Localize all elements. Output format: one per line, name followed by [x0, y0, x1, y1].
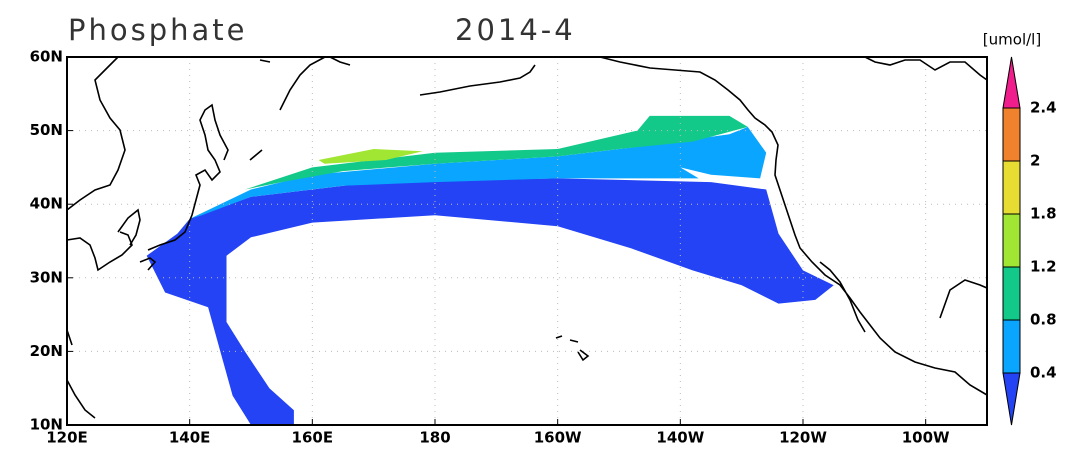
- date: 2014-4: [455, 13, 576, 47]
- field-region: [244, 115, 748, 190]
- colorbar-label: 1.8: [1030, 205, 1057, 223]
- map-frame: [66, 56, 988, 426]
- colorbar: 0.4 0.8 1.2 1.8 2 2.4: [1002, 56, 1057, 426]
- field-region: [189, 126, 767, 219]
- colorbar-arrow: [1002, 372, 1021, 426]
- colorbar-segment: [1002, 319, 1021, 374]
- unit: [umol/l]: [983, 31, 1041, 49]
- colorbar-segment: [1002, 213, 1021, 268]
- colorbar-label: 1.2: [1030, 258, 1057, 276]
- colorbar-label: 0.4: [1030, 364, 1057, 382]
- kamchatka-coast: [249, 56, 326, 161]
- lat-label: 20N: [30, 342, 63, 360]
- lon-label: 100W: [902, 429, 950, 447]
- lat-label: 10N: [30, 416, 63, 434]
- colorbar-label: 0.8: [1030, 311, 1057, 329]
- field-region: [146, 178, 834, 425]
- colorbar-segment: [1002, 107, 1021, 162]
- coastlines: [66, 56, 988, 419]
- lat-label: 30N: [30, 268, 63, 286]
- title: Phosphate: [68, 13, 248, 47]
- colorbar-segment: [1002, 160, 1021, 215]
- north-america-coast: [599, 56, 988, 396]
- asia-coast: [66, 56, 133, 419]
- lon-label: 160W: [534, 429, 582, 447]
- colorbar-label: 2.4: [1030, 99, 1057, 117]
- korea-coast: [117, 208, 141, 246]
- lat-label: 50N: [30, 121, 63, 139]
- lon-label: 160E: [292, 429, 334, 447]
- lon-label: 140E: [169, 429, 211, 447]
- lat-label: 60N: [30, 48, 63, 66]
- colorbar-arrow: [1002, 56, 1021, 109]
- colorbar-segment: [1002, 266, 1021, 321]
- japan-coast: [139, 103, 229, 271]
- field-region: [318, 149, 423, 164]
- aleutians: [329, 56, 536, 96]
- grid: [67, 57, 987, 425]
- lon-label: 180: [419, 429, 450, 447]
- lat-label: 40N: [30, 195, 63, 213]
- phosphate-field: [146, 115, 834, 425]
- lon-label: 120W: [779, 429, 827, 447]
- colorbar-label: 2: [1030, 152, 1040, 170]
- hawaii: [555, 335, 590, 362]
- lon-label: 120E: [46, 429, 88, 447]
- lon-label: 140W: [656, 429, 704, 447]
